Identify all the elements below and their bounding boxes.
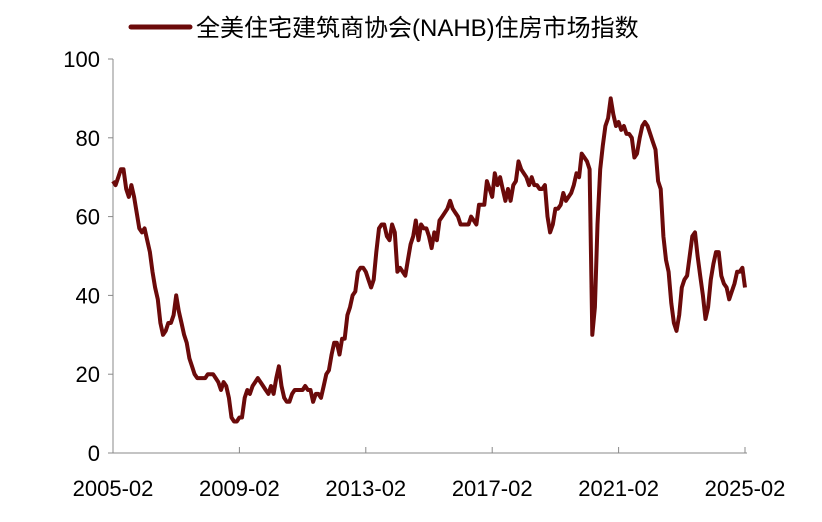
- x-tick-label: 2013-02: [325, 476, 406, 501]
- legend-label: 全美住宅建筑商协会(NAHB)住房市场指数: [196, 15, 639, 42]
- series-line: [113, 98, 745, 421]
- y-tick-label: 40: [76, 283, 100, 308]
- x-tick-label: 2025-02: [705, 476, 786, 501]
- y-tick-label: 80: [76, 126, 100, 151]
- legend: 全美住宅建筑商协会(NAHB)住房市场指数: [131, 15, 639, 42]
- y-tick-label: 100: [63, 47, 100, 72]
- y-tick-label: 0: [88, 441, 100, 466]
- plot-area: [113, 98, 745, 421]
- x-tick-label: 2017-02: [452, 476, 533, 501]
- x-tick-label: 2021-02: [578, 476, 659, 501]
- axes: 0 20 40 60 80 100 2005-02 2009-02 2013-02 2017-02…: [63, 47, 785, 501]
- x-tick-label: 2005-02: [73, 476, 154, 501]
- x-tick-label: 2009-02: [199, 476, 280, 501]
- y-tick-label: 60: [76, 205, 100, 230]
- y-tick-label: 20: [76, 362, 100, 387]
